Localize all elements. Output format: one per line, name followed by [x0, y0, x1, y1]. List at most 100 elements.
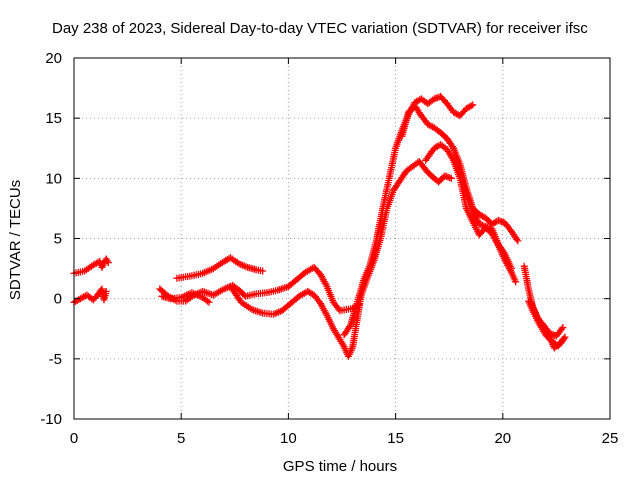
data-marker-run [81, 262, 96, 275]
x-tick-label: 25 [602, 430, 619, 447]
y-tick-label: -10 [40, 411, 62, 428]
data-marker-run [437, 93, 450, 106]
data-marker-run [209, 259, 226, 273]
data-marker-run [430, 174, 441, 185]
data-marker-run [235, 286, 248, 299]
data-marker-run [323, 283, 337, 304]
data-marker-run [188, 289, 205, 301]
series-trace-e [173, 254, 267, 282]
data-marker-run [437, 141, 449, 152]
data-marker-run [188, 270, 204, 280]
data-marker [104, 259, 112, 267]
data-marker-run [424, 168, 437, 181]
data-marker-run [430, 124, 443, 135]
data-marker-run [252, 289, 269, 298]
data-marker-run [422, 146, 437, 164]
data-marker-run [227, 283, 244, 304]
data-marker-run [304, 287, 316, 298]
data-marker-run [507, 227, 521, 243]
data-marker-run [377, 207, 391, 242]
data-marker-run [209, 286, 226, 299]
data-marker-run [199, 265, 216, 277]
data-marker-run [507, 268, 519, 284]
data-points [70, 93, 569, 360]
data-marker-run [229, 281, 241, 293]
x-tick-label: 10 [280, 430, 297, 447]
data-marker-run [342, 305, 355, 313]
data-marker-run [310, 263, 323, 277]
data-marker-run [344, 345, 356, 360]
data-marker-run [284, 277, 299, 291]
data-marker-run [329, 298, 343, 313]
data-marker-run [415, 158, 430, 175]
data-marker-run [540, 324, 553, 340]
data-marker [102, 287, 110, 295]
data-marker-run [336, 306, 348, 315]
data-marker-run [495, 241, 508, 256]
data-marker-run [340, 323, 353, 339]
data-marker-run [278, 301, 293, 315]
y-tick-label: 20 [45, 50, 62, 67]
series-trace-b [70, 285, 110, 306]
data-marker-run [424, 96, 437, 108]
data-marker-run [396, 169, 409, 185]
data-marker-run [462, 190, 476, 214]
series-trace-f [227, 158, 455, 360]
data-marker-run [237, 298, 254, 312]
data-marker-run [450, 153, 463, 174]
chart-title: Day 238 of 2023, Sidereal Day-to-day VTE… [52, 20, 588, 37]
y-tick-label: -5 [49, 351, 62, 368]
data-marker-run [269, 307, 284, 318]
y-tick-label: 15 [45, 110, 62, 127]
data-marker-run [443, 100, 456, 114]
x-tick-label: 0 [70, 430, 78, 447]
data-marker-run [552, 325, 565, 340]
data-marker-run [557, 335, 568, 347]
x-tick-label: 20 [494, 430, 511, 447]
data-marker-run [469, 208, 482, 226]
data-marker-run [411, 102, 424, 118]
data-marker-run [287, 294, 302, 307]
data-marker-run [89, 293, 100, 304]
data-marker [514, 237, 522, 245]
data-marker-run [398, 110, 412, 140]
series-trace-d [158, 289, 213, 306]
data-marker-run [199, 294, 211, 305]
y-tick-label: 10 [45, 170, 62, 187]
data-marker-run [527, 298, 540, 319]
x-axis-label: GPS time / hours [283, 458, 397, 475]
data-marker [559, 324, 567, 332]
data-marker-run [177, 290, 194, 301]
data-marker-run [317, 271, 330, 289]
data-marker-run [550, 340, 563, 352]
data-marker-run [417, 112, 430, 126]
data-marker-run [310, 291, 323, 306]
data-marker-run [437, 129, 450, 141]
series-trace-g [340, 93, 477, 339]
data-marker-run [520, 262, 532, 291]
data-marker-run [402, 164, 415, 175]
y-tick-label: 5 [54, 231, 62, 248]
data-marker [447, 174, 455, 182]
data-marker-run [533, 313, 546, 330]
data-marker-run [462, 204, 476, 224]
data-marker-run [102, 255, 111, 265]
series-trace-a [70, 255, 112, 277]
data-marker-run [390, 178, 403, 194]
data-marker-run [456, 106, 469, 120]
data-marker-run [317, 300, 330, 318]
data-marker-run [462, 102, 475, 112]
data-marker-run [501, 219, 514, 234]
data-marker-run [424, 120, 437, 131]
data-marker-run [89, 258, 102, 269]
data-marker [561, 333, 569, 341]
axis-ticks: 0 5 10 15 20 25 -10 -5 0 5 10 15 20 [40, 50, 618, 447]
y-tick-label: 0 [54, 291, 62, 308]
data-marker-run [359, 263, 373, 285]
data-marker-run [227, 254, 241, 267]
data-marker-run [336, 336, 347, 349]
data-marker-run [323, 312, 336, 331]
y-axis-label: SDTVAR / TECUs [7, 180, 24, 300]
data-marker-run [475, 210, 488, 221]
